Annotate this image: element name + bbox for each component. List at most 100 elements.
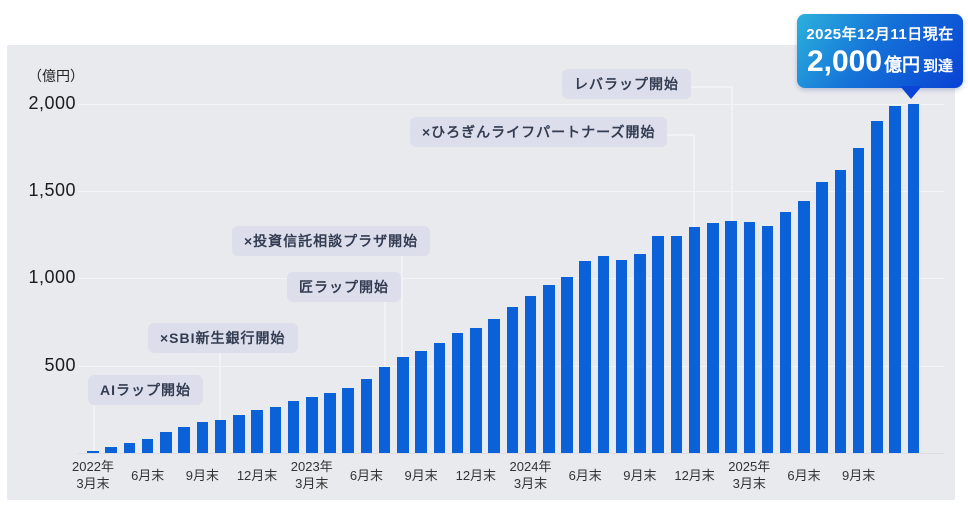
bar (141, 439, 154, 453)
x-axis-tick-line: 3月末 (513, 476, 548, 491)
bar (707, 222, 719, 453)
y-axis-tick-label: 1,500 (28, 180, 76, 201)
x-axis-tick-line: 6月末 (349, 467, 384, 483)
bar (579, 260, 591, 453)
bar (324, 392, 336, 453)
bar (615, 260, 628, 453)
bar (451, 333, 464, 453)
x-axis-tick-line: 3月末 (295, 476, 329, 491)
bar (907, 103, 920, 453)
bar (798, 200, 810, 453)
bar (178, 426, 190, 453)
annotation-connector (731, 86, 733, 221)
x-axis-tick-line: 2023年 (290, 459, 333, 475)
annotation-tag: ×SBI新生銀行開始 (148, 323, 298, 353)
bar (287, 401, 300, 453)
x-axis-tick-line: 6月末 (131, 467, 165, 483)
bar (634, 253, 646, 453)
bar (524, 295, 537, 453)
gridline (78, 191, 944, 193)
badge-pointer-icon (900, 86, 922, 99)
x-axis-tick-line: 12月末 (455, 467, 497, 483)
milestone-badge: 2025年12月11日現在 2,000 億円 到達 (797, 14, 963, 99)
milestone-amount: 2,000 (806, 45, 883, 78)
x-axis-tick-label: 12月末 (663, 457, 727, 495)
annotation-tag: ×ひろぎんライフパートナーズ開始 (410, 117, 668, 147)
y-axis-unit-label: （億円） (28, 68, 84, 84)
x-axis-tick-label: 6月末 (334, 457, 398, 495)
bar (597, 255, 610, 453)
annotation-connector (384, 302, 386, 367)
x-axis-tick-line: 6月末 (787, 467, 821, 483)
x-axis-tick-label: 12月末 (444, 457, 508, 495)
x-axis-tick-label: 2022年 3月末 (61, 457, 125, 495)
bar (506, 307, 519, 453)
x-axis-tick-label: 12月末 (225, 457, 289, 495)
bar (160, 432, 172, 453)
x-axis-tick-label: 6月末 (553, 457, 617, 495)
annotation-connector (658, 134, 694, 136)
bar (196, 421, 209, 453)
milestone-date: 2025年12月11日現在 (806, 26, 954, 43)
x-axis-tick-line: 3月末 (76, 476, 110, 491)
bar (306, 397, 318, 453)
bar (761, 226, 774, 453)
annotation-tag: 匠ラップ開始 (287, 272, 401, 302)
x-axis-tick-label: 6月末 (116, 457, 180, 495)
bar (852, 148, 865, 453)
bar (269, 406, 282, 453)
bar (105, 446, 117, 453)
y-axis-tick-label: 1,000 (28, 267, 76, 288)
x-axis-tick-label: 9月末 (170, 457, 234, 495)
x-axis-tick-line: 2022年 (72, 459, 114, 475)
annotation-tag: レバラップ開始 (562, 69, 691, 99)
gridline (78, 103, 944, 105)
bar (397, 356, 409, 453)
annotation-connector (686, 86, 732, 88)
x-axis-tick-label: 9月末 (608, 457, 672, 495)
bar (123, 443, 136, 453)
bar (214, 419, 227, 453)
bar (488, 318, 500, 453)
bar (251, 410, 263, 453)
x-axis-tick-line: 3月末 (732, 476, 766, 491)
bar (688, 226, 701, 453)
x-axis-tick-label: 2023年 3月末 (280, 457, 344, 495)
bar (233, 414, 245, 453)
bar (378, 367, 391, 453)
x-axis-tick-line: 9月末 (185, 467, 219, 483)
x-axis-tick-label: 9月末 (389, 457, 453, 495)
y-axis-tick-label: 500 (44, 354, 76, 375)
bar (670, 235, 683, 453)
x-axis-tick-line: 6月末 (568, 467, 602, 483)
x-axis-tick-line: 9月末 (842, 467, 876, 483)
annotation-connector (401, 256, 403, 357)
milestone-suffix: 到達 (923, 58, 954, 75)
bar (816, 182, 828, 453)
x-axis-tick-line: 9月末 (404, 467, 438, 483)
x-axis-tick-line: 2025年 (728, 459, 771, 475)
bar (889, 106, 901, 453)
bar (470, 328, 482, 453)
milestone-unit: 億円 (884, 55, 921, 75)
bar (543, 284, 555, 453)
bar (779, 212, 792, 453)
bar (652, 236, 664, 453)
annotation-connector (93, 405, 95, 451)
annotation-tag: ×投資信託相談プラザ開始 (232, 226, 431, 256)
bar (415, 350, 427, 453)
x-axis-tick-label: 2024年 3月末 (499, 457, 563, 495)
gridline (78, 278, 944, 280)
bar (342, 387, 354, 453)
bar (561, 276, 573, 453)
x-axis-tick-label: 2025年 3月末 (717, 457, 781, 495)
annotation-connector (693, 134, 695, 227)
annotation-connector (219, 353, 221, 420)
x-axis-tick-label: 9月末 (827, 457, 891, 495)
x-axis-tick-label: 6月末 (772, 457, 836, 495)
annotation-tag: AIラップ開始 (88, 375, 203, 405)
bar (360, 378, 373, 453)
bar (433, 343, 446, 453)
bar (725, 220, 737, 453)
